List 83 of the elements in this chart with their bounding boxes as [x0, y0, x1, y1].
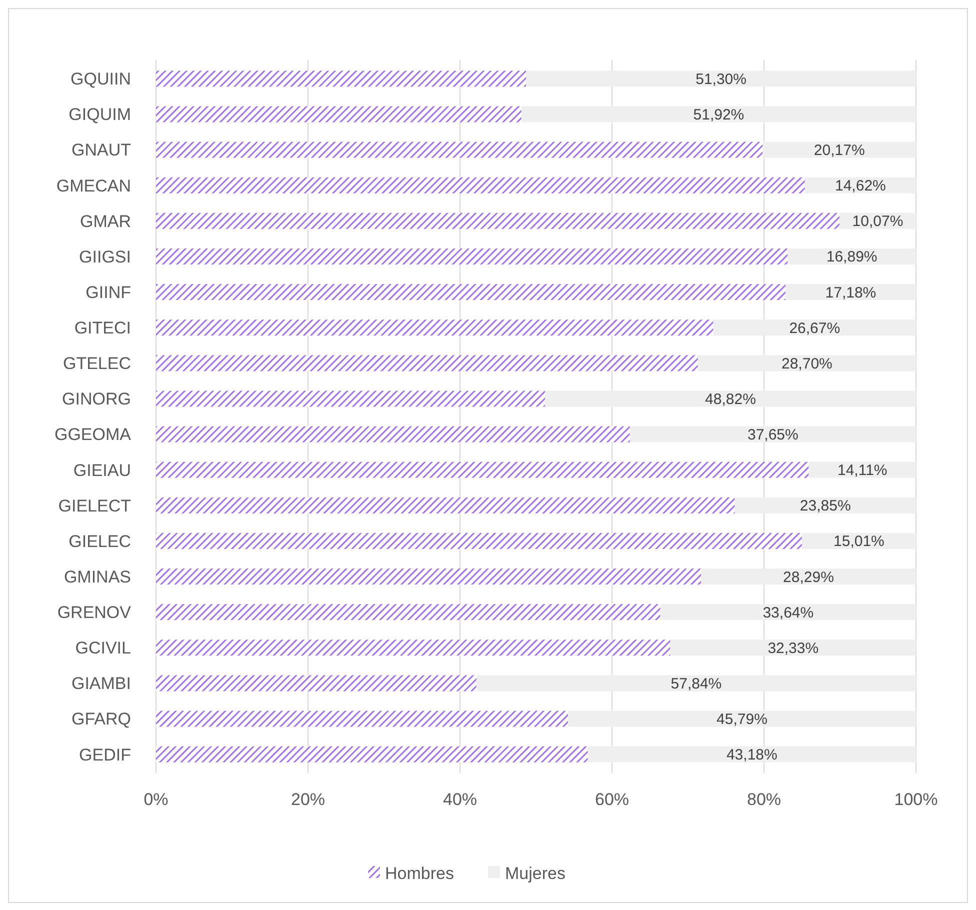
y-tick-label: GEDIF	[79, 745, 131, 764]
data-label: 51,30%	[696, 70, 746, 88]
y-tick-label: GFARQ	[71, 710, 131, 729]
data-label: 26,67%	[789, 320, 840, 337]
bar	[698, 355, 916, 372]
legend-label: Mujeres	[505, 864, 566, 883]
bar	[156, 640, 670, 656]
bar	[156, 284, 786, 300]
bar	[734, 497, 916, 514]
bar	[588, 746, 916, 762]
bar	[156, 320, 714, 336]
x-tick-label: 0%	[144, 790, 168, 809]
data-label: 14,11%	[838, 462, 888, 480]
y-tick-label: GIQUIM	[68, 105, 131, 124]
data-label: 16,89%	[826, 248, 878, 266]
y-tick-label: GINORG	[62, 390, 131, 409]
bar	[762, 142, 916, 158]
y-tick-label: GITECI	[74, 318, 131, 338]
data-label: 28,29%	[783, 568, 834, 586]
bar	[156, 70, 526, 87]
data-label: 10,07%	[852, 213, 904, 230]
y-tick-label: GIELEC	[68, 532, 131, 551]
y-tick-label: GIINF	[86, 282, 131, 302]
y-tick-label: GTELEC	[62, 354, 131, 374]
bar	[156, 462, 809, 478]
bar	[521, 106, 916, 122]
bar	[156, 568, 701, 585]
data-label: 32,33%	[768, 640, 819, 657]
bar	[660, 604, 916, 620]
bar	[700, 568, 916, 585]
y-tick-label: GMECAN	[56, 176, 131, 196]
y-tick-label: GCIVIL	[75, 638, 131, 658]
data-label: 45,79%	[716, 711, 768, 728]
data-label: 57,84%	[670, 675, 722, 692]
y-tick-label: GMINAS	[64, 567, 131, 586]
y-tick-label: GQUIIN	[70, 70, 131, 89]
bar	[156, 390, 545, 407]
bar	[156, 212, 840, 229]
data-label: 48,82%	[705, 390, 756, 408]
x-tick-label: 100%	[894, 790, 938, 809]
y-tick-label: GIAMBI	[71, 674, 131, 694]
bar	[156, 710, 568, 727]
data-label: 20,17%	[814, 142, 865, 160]
bar	[713, 320, 916, 336]
y-tick-label: GIEIAU	[73, 460, 131, 480]
legend-label: Hombres	[385, 864, 454, 883]
bar	[544, 390, 916, 407]
bar	[526, 70, 916, 87]
bar	[476, 675, 916, 692]
bar	[156, 675, 476, 692]
bar	[156, 604, 660, 620]
y-tick-label: GMAR	[80, 212, 131, 231]
data-label: 37,65%	[747, 426, 798, 444]
y-tick-label: GIIGSI	[79, 247, 131, 266]
data-label: 28,70%	[782, 355, 832, 372]
bar	[156, 177, 805, 194]
data-label: 14,62%	[835, 178, 886, 195]
data-label: 15,01%	[834, 533, 884, 550]
bar	[156, 106, 522, 122]
x-tick-label: 20%	[290, 790, 326, 809]
bar	[156, 248, 788, 264]
y-tick-label: GGEOMA	[54, 425, 132, 444]
bar	[785, 284, 916, 300]
data-label: 43,18%	[726, 746, 778, 764]
y-tick-label: GIELECT	[58, 496, 131, 516]
data-label: 51,92%	[693, 106, 744, 124]
bar	[630, 426, 916, 442]
bar	[156, 426, 630, 442]
y-tick-label: GRENOV	[57, 603, 132, 622]
x-tick-label: 60%	[594, 790, 630, 809]
data-label: 33,64%	[762, 604, 814, 622]
bar	[156, 746, 588, 762]
y-tick-label: GNAUT	[72, 140, 131, 160]
bar	[156, 355, 698, 372]
x-tick-label: 40%	[442, 790, 478, 809]
data-label: 23,85%	[800, 498, 851, 515]
bar	[156, 142, 763, 158]
x-tick-label: 80%	[746, 790, 782, 809]
data-label: 17,18%	[825, 284, 876, 302]
bar	[156, 532, 802, 549]
bar	[568, 710, 916, 727]
bar	[156, 497, 735, 514]
bar	[670, 640, 916, 656]
